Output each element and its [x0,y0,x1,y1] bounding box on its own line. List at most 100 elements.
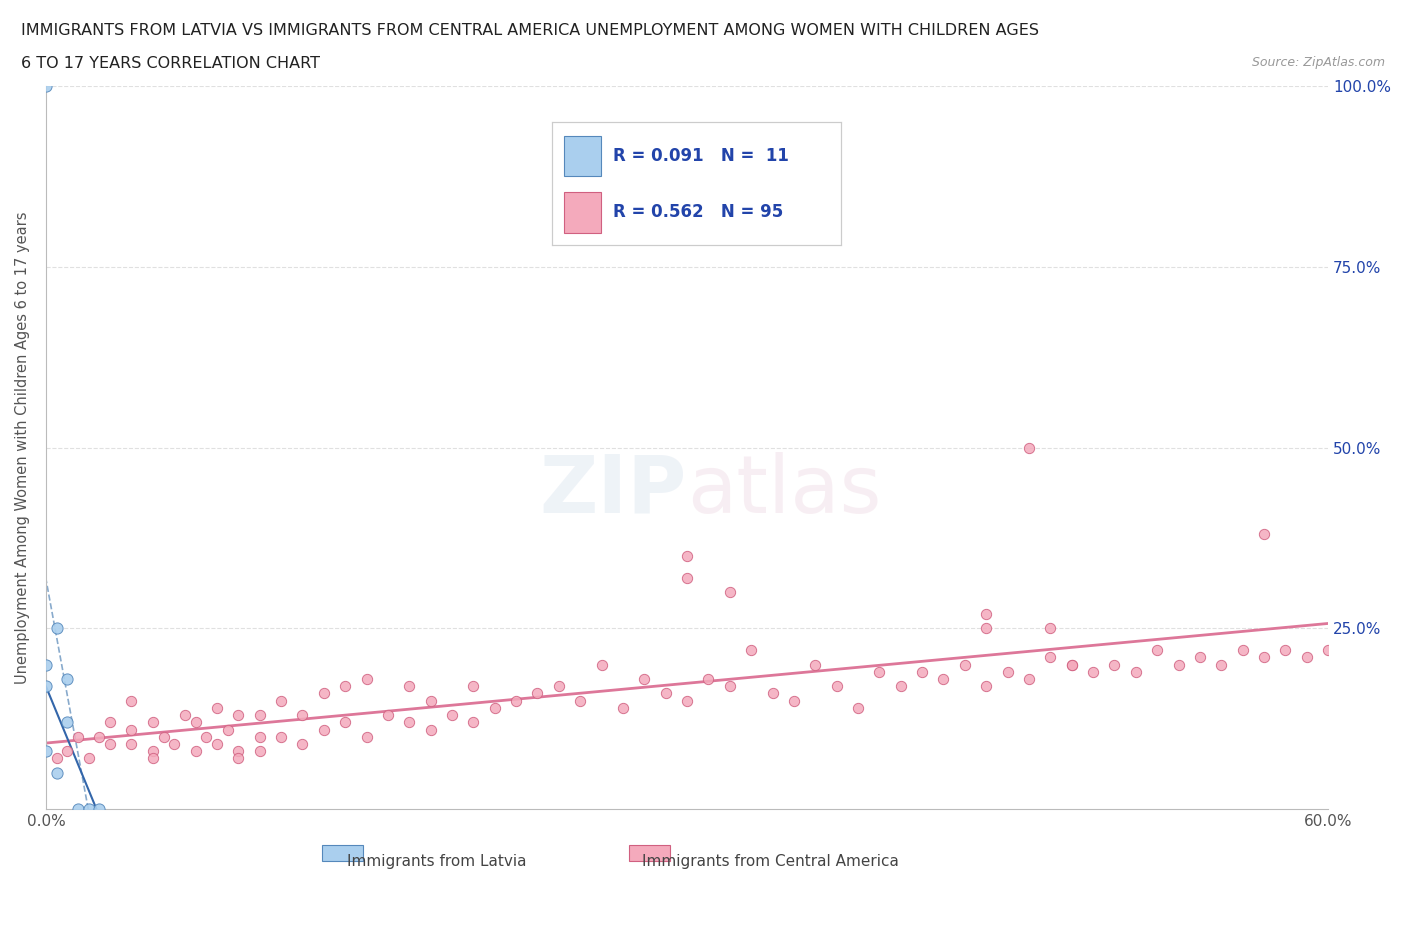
Bar [630,845,671,861]
Text: Source: ZipAtlas.com: Source: ZipAtlas.com [1251,56,1385,69]
Point [974,621,997,636]
Point [419,693,441,708]
Text: ZIP: ZIP [540,452,688,530]
Point [547,679,569,694]
Point [142,751,165,766]
Point [45,751,67,766]
Point [312,686,335,701]
Point [1188,650,1211,665]
Point [217,722,239,737]
Point [505,693,527,708]
Point [740,643,762,658]
Point [226,751,249,766]
Point [66,802,89,817]
Point [291,708,314,723]
Point [1317,643,1340,658]
Point [35,658,58,672]
Text: Immigrants from Central America: Immigrants from Central America [643,854,898,869]
Text: Immigrants from Latvia: Immigrants from Latvia [347,854,527,869]
Point [1253,650,1275,665]
Point [270,729,292,744]
Point [484,700,506,715]
Point [184,744,207,759]
Point [1039,650,1062,665]
Point [463,679,485,694]
Point [77,751,100,766]
Point [804,658,827,672]
Point [98,737,121,751]
Point [398,679,420,694]
Bar [322,845,363,861]
Point [463,715,485,730]
Point [612,700,634,715]
Point [718,679,741,694]
Point [1060,658,1083,672]
Point [333,715,356,730]
Point [1039,621,1062,636]
Point [226,708,249,723]
Point [974,679,997,694]
Text: IMMIGRANTS FROM LATVIA VS IMMIGRANTS FROM CENTRAL AMERICA UNEMPLOYMENT AMONG WOM: IMMIGRANTS FROM LATVIA VS IMMIGRANTS FRO… [21,23,1039,38]
Point [249,729,271,744]
Point [184,715,207,730]
Point [142,715,165,730]
Point [249,744,271,759]
Point [868,664,890,679]
Point [56,715,79,730]
Point [270,693,292,708]
Point [35,744,58,759]
Point [89,729,111,744]
Point [633,671,655,686]
Point [1295,650,1317,665]
Point [1211,658,1233,672]
Point [953,658,976,672]
Point [356,671,378,686]
Point [77,802,100,817]
Point [1018,671,1040,686]
Point [35,679,58,694]
Point [1060,658,1083,672]
Point [890,679,912,694]
Point [120,693,142,708]
Text: 6 TO 17 YEARS CORRELATION CHART: 6 TO 17 YEARS CORRELATION CHART [21,56,321,71]
Point [1232,643,1254,658]
Point [356,729,378,744]
Point [56,671,79,686]
Point [226,744,249,759]
Point [676,693,699,708]
Point [1167,658,1189,672]
Point [1125,664,1147,679]
Y-axis label: Unemployment Among Women with Children Ages 6 to 17 years: Unemployment Among Women with Children A… [15,211,30,684]
Point [1104,658,1126,672]
Point [152,729,174,744]
Text: atlas: atlas [688,452,882,530]
Point [440,708,463,723]
Point [142,744,165,759]
Point [66,729,89,744]
Point [45,765,67,780]
Point [173,708,195,723]
Point [205,737,228,751]
Point [1146,643,1168,658]
Point [377,708,399,723]
Point [1253,527,1275,542]
Point [291,737,314,751]
Point [526,686,548,701]
Point [761,686,783,701]
Point [419,722,441,737]
Point [120,737,142,751]
Point [591,658,613,672]
Point [911,664,934,679]
Point [676,549,699,564]
Point [120,722,142,737]
Point [312,722,335,737]
Point [997,664,1019,679]
Point [56,744,79,759]
Point [676,570,699,585]
Point [697,671,720,686]
Point [195,729,218,744]
Point [398,715,420,730]
Point [1018,440,1040,455]
Point [89,802,111,817]
Point [654,686,676,701]
